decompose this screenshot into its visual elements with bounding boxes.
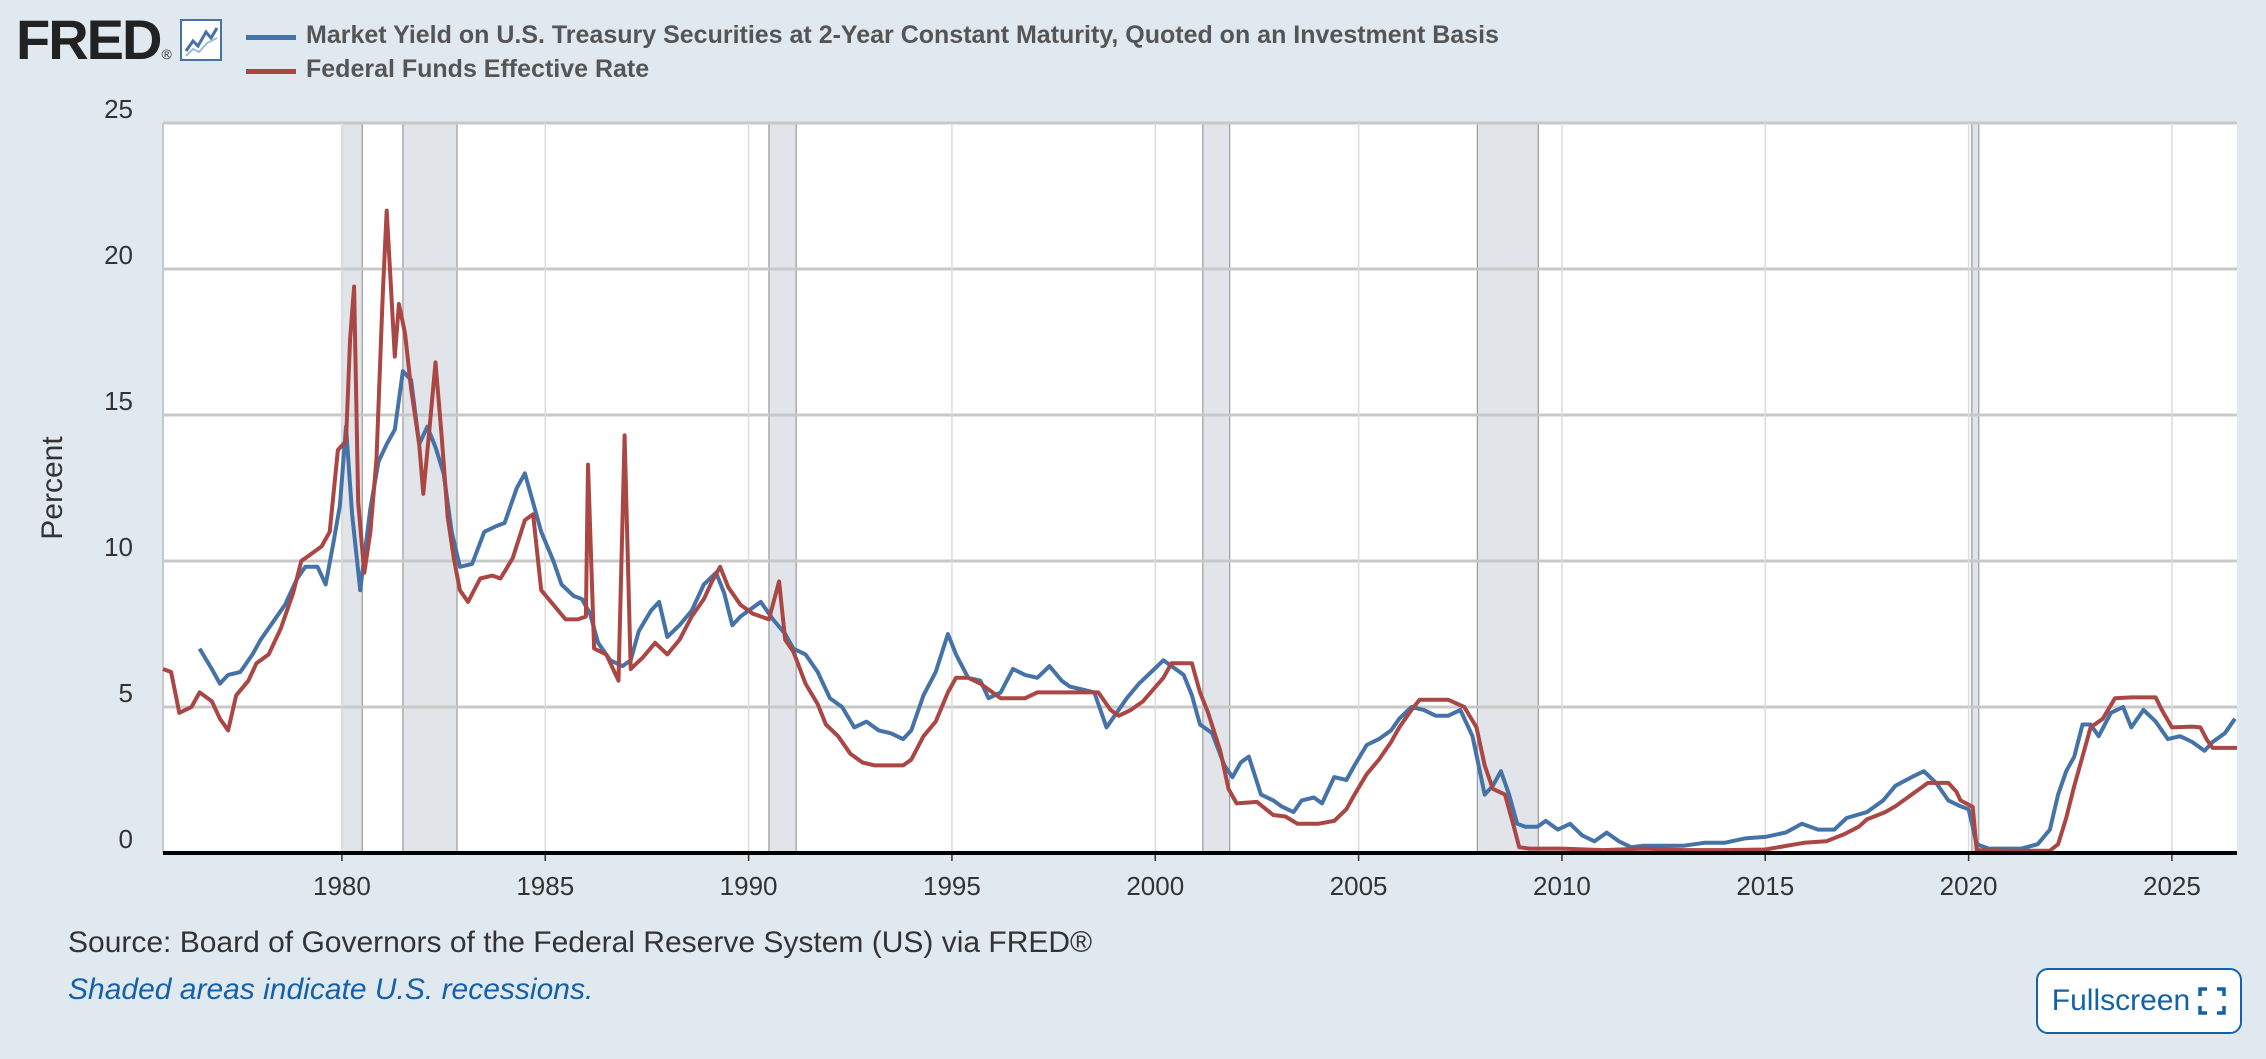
legend-swatch-fed-funds: [246, 68, 296, 74]
recession-band-5: [1971, 123, 1979, 853]
recession-band-4: [1477, 123, 1539, 853]
y-tick-label: 10: [104, 532, 133, 562]
x-tick-label: 2005: [1330, 871, 1388, 900]
fullscreen-button[interactable]: Fullscreen: [2036, 968, 2242, 1034]
y-tick-label: 25: [104, 94, 133, 124]
legend-label-treasury-2yr: Market Yield on U.S. Treasury Securities…: [306, 20, 1499, 49]
series-line-treasury-2yr[interactable]: [197, 369, 2237, 851]
x-tick-label: 2000: [1126, 871, 1184, 900]
legend-item-treasury-2yr[interactable]: Market Yield on U.S. Treasury Securities…: [246, 18, 1499, 52]
y-tick-label: 0: [119, 824, 133, 854]
plot-area-background: [163, 123, 2237, 853]
legend-label-fed-funds: Federal Funds Effective Rate: [306, 54, 650, 83]
recession-band-2: [768, 123, 797, 853]
y-tick-label: 15: [104, 386, 133, 416]
legend-swatch-treasury-2yr: [246, 34, 296, 40]
fullscreen-button-label: Fullscreen: [2051, 984, 2191, 1017]
x-tick-label: 2010: [1533, 871, 1591, 900]
x-tick-label: 1980: [313, 871, 371, 900]
x-tick-label: 1985: [516, 871, 574, 900]
recession-note-link[interactable]: Shaded areas indicate U.S. recessions.: [68, 973, 594, 1006]
recession-band-1: [402, 123, 458, 853]
y-tick-label: 20: [104, 240, 133, 270]
fred-logo[interactable]: FRED ®: [16, 10, 236, 70]
x-tick-label: 2020: [1940, 871, 1998, 900]
fred-logo-text: FRED: [16, 8, 162, 71]
legend-item-fed-funds[interactable]: Federal Funds Effective Rate: [246, 52, 1499, 86]
series-line-fed-funds[interactable]: [162, 208, 2237, 853]
grid-lines: [162, 121, 2237, 853]
x-tick-label: 2025: [2143, 871, 2201, 900]
x-tick-label: 1995: [923, 871, 981, 900]
source-note: Source: Board of Governors of the Federa…: [68, 926, 1093, 959]
x-tick-label: 2015: [1736, 871, 1794, 900]
expand-icon: [2198, 987, 2226, 1015]
chart-legend: Market Yield on U.S. Treasury Securities…: [246, 18, 1499, 86]
y-axis-title: Percent: [36, 436, 69, 540]
line-chart-icon: [179, 19, 222, 61]
y-tick-label: 5: [119, 678, 133, 708]
registered-mark: ®: [161, 46, 172, 62]
x-tick-label: 1990: [720, 871, 778, 900]
series-lines: [162, 208, 2237, 853]
